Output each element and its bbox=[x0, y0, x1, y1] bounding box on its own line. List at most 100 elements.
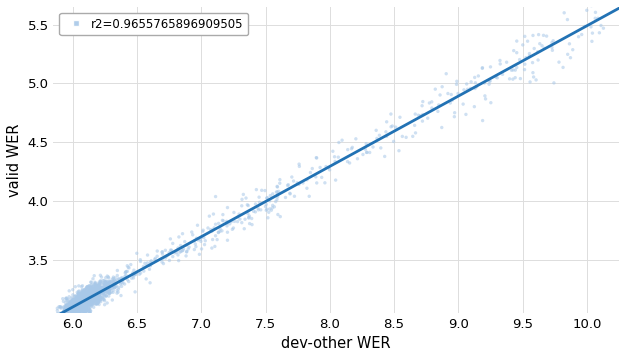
Point bbox=[70, 297, 80, 303]
Point bbox=[105, 290, 115, 296]
Point bbox=[91, 296, 101, 301]
Point bbox=[58, 312, 68, 318]
Point bbox=[593, 15, 603, 21]
Point bbox=[85, 293, 95, 299]
Point bbox=[83, 295, 93, 301]
Point bbox=[182, 242, 192, 248]
Point bbox=[305, 170, 316, 175]
Point bbox=[88, 293, 98, 299]
Point bbox=[178, 247, 188, 253]
Point bbox=[94, 301, 104, 307]
Point bbox=[86, 286, 96, 292]
Point bbox=[285, 191, 295, 197]
Point bbox=[78, 293, 88, 299]
Point bbox=[81, 285, 91, 291]
Point bbox=[85, 290, 95, 296]
Point bbox=[81, 306, 91, 311]
Point bbox=[90, 273, 100, 279]
Point bbox=[75, 300, 85, 306]
Point bbox=[80, 294, 90, 300]
Point bbox=[84, 291, 94, 296]
Point bbox=[146, 261, 156, 267]
Point bbox=[85, 300, 95, 306]
Point bbox=[173, 245, 183, 251]
Point bbox=[265, 206, 275, 212]
Point bbox=[74, 300, 84, 306]
Point bbox=[88, 288, 98, 294]
Point bbox=[91, 282, 101, 288]
Point bbox=[66, 300, 76, 305]
Point bbox=[63, 312, 73, 318]
Point bbox=[53, 308, 63, 314]
Point bbox=[79, 309, 89, 315]
Point bbox=[78, 291, 88, 296]
Point bbox=[86, 291, 96, 296]
Point bbox=[235, 216, 245, 222]
Point bbox=[93, 284, 103, 289]
Point bbox=[56, 304, 66, 310]
Point bbox=[520, 67, 530, 72]
Point bbox=[88, 299, 98, 305]
Point bbox=[73, 298, 83, 304]
Point bbox=[83, 291, 93, 297]
Point bbox=[310, 174, 321, 180]
Point bbox=[484, 81, 494, 87]
Point bbox=[70, 312, 80, 318]
Point bbox=[83, 298, 93, 304]
Point bbox=[97, 294, 107, 300]
Point bbox=[84, 297, 94, 303]
Point bbox=[85, 301, 95, 307]
Point bbox=[452, 78, 462, 84]
Point bbox=[88, 297, 98, 303]
Point bbox=[71, 296, 81, 302]
Point bbox=[74, 307, 84, 313]
Point bbox=[83, 296, 93, 301]
Point bbox=[71, 299, 81, 305]
Point bbox=[81, 291, 91, 297]
Point bbox=[218, 218, 228, 223]
Point bbox=[71, 307, 81, 313]
Point bbox=[87, 297, 97, 303]
Point bbox=[112, 288, 122, 294]
Point bbox=[580, 24, 590, 29]
Point bbox=[91, 289, 101, 295]
Point bbox=[97, 285, 107, 291]
Point bbox=[70, 294, 80, 300]
Point bbox=[81, 286, 91, 292]
Point bbox=[175, 243, 185, 248]
Point bbox=[56, 310, 66, 316]
Point bbox=[74, 291, 84, 297]
Point bbox=[105, 286, 115, 292]
Point bbox=[76, 299, 86, 305]
Point bbox=[110, 281, 120, 287]
Point bbox=[81, 299, 91, 305]
Point bbox=[189, 238, 199, 244]
Point bbox=[82, 294, 92, 300]
Point bbox=[197, 246, 207, 252]
Point bbox=[85, 295, 95, 300]
Point bbox=[90, 285, 100, 290]
Point bbox=[459, 87, 469, 93]
Point bbox=[84, 300, 94, 305]
Point bbox=[74, 299, 85, 304]
Point bbox=[91, 287, 101, 293]
Point bbox=[168, 241, 178, 246]
Point bbox=[80, 309, 90, 314]
Point bbox=[82, 294, 92, 300]
Point bbox=[85, 284, 95, 289]
Point bbox=[232, 219, 242, 224]
Point bbox=[269, 204, 279, 210]
Point bbox=[272, 184, 282, 189]
Point bbox=[98, 291, 108, 296]
Point bbox=[80, 296, 90, 301]
Point bbox=[71, 306, 81, 311]
Point bbox=[260, 188, 270, 193]
Point bbox=[93, 289, 103, 294]
Point bbox=[203, 225, 213, 231]
Point bbox=[275, 214, 285, 219]
Point bbox=[158, 261, 168, 266]
Point bbox=[98, 291, 108, 297]
Point bbox=[87, 296, 97, 302]
Point bbox=[74, 310, 84, 315]
Point bbox=[73, 307, 83, 313]
